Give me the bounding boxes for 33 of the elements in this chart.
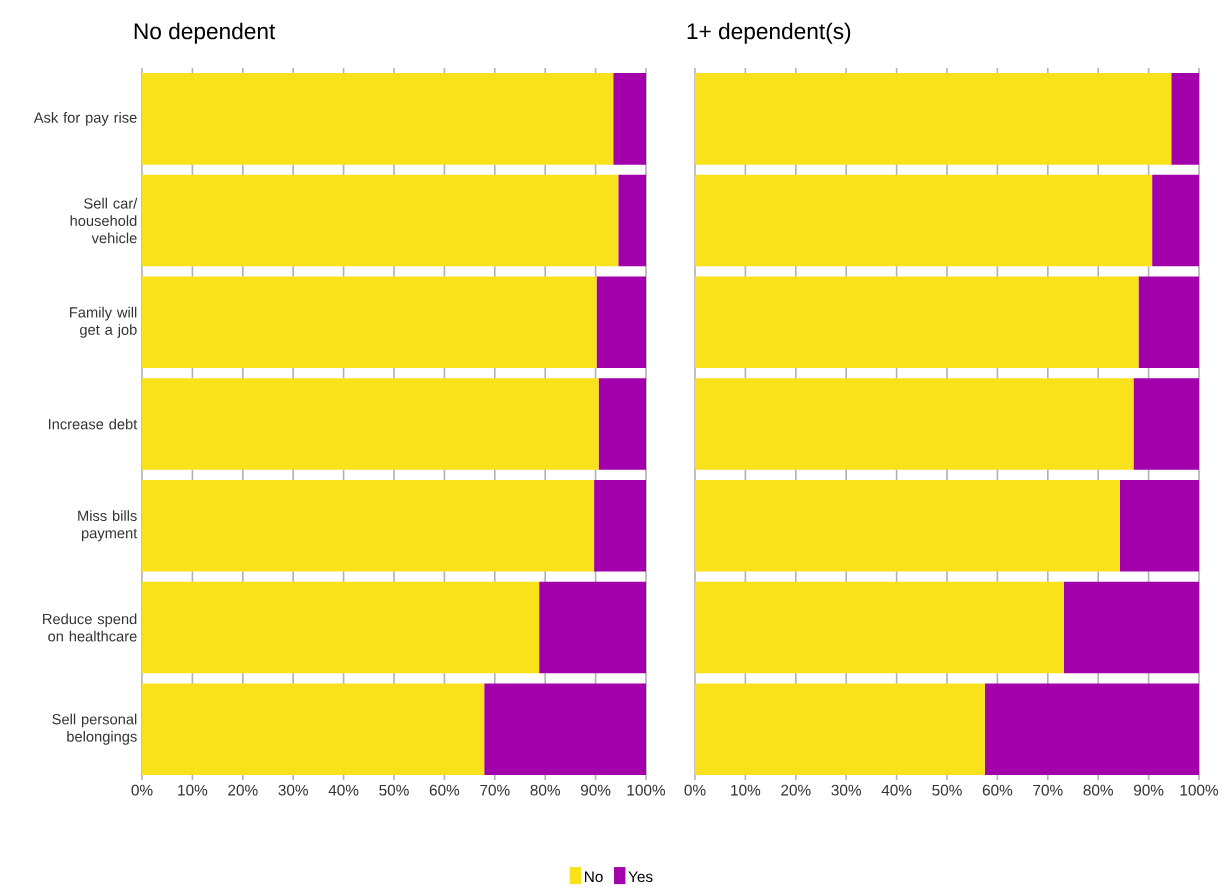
x-tick-label: 80% xyxy=(530,784,560,796)
x-tick-label: 30% xyxy=(278,784,308,796)
x-tick-label: 70% xyxy=(480,784,510,796)
x-tick-label: 30% xyxy=(831,784,861,796)
y-tick-label: Miss bills payment xyxy=(78,510,138,542)
chart-title: No dependent xyxy=(134,22,276,44)
y-tick-label: Sell car/ household vehicle xyxy=(70,197,138,244)
y-tick-label: Reduce spend on healthcare xyxy=(43,613,137,642)
y-tick-label: Increase debt xyxy=(48,418,138,430)
x-tick-label: 20% xyxy=(781,784,811,796)
x-tick-label: 90% xyxy=(580,784,611,796)
y-tick-label: Ask for pay rise xyxy=(33,112,137,126)
x-tick-label: 40% xyxy=(881,784,912,796)
x-tick-label: 60% xyxy=(982,784,1013,796)
legend-label: No xyxy=(585,871,603,883)
x-tick-label: 100% xyxy=(1180,784,1219,796)
x-tick-label: 10% xyxy=(731,784,761,796)
x-tick-label: 50% xyxy=(932,784,962,796)
x-tick-label: 50% xyxy=(379,784,409,796)
x-tick-label: 100% xyxy=(627,784,666,796)
x-tick-label: 0% xyxy=(684,784,706,796)
y-tick-label: Family will get a job xyxy=(70,306,137,338)
x-tick-label: 0% xyxy=(131,784,153,796)
x-tick-label: 60% xyxy=(429,784,460,796)
x-tick-label: 40% xyxy=(328,784,359,796)
x-tick-label: 10% xyxy=(178,784,208,796)
x-tick-label: 70% xyxy=(1033,784,1063,796)
x-tick-label: 80% xyxy=(1083,784,1113,796)
x-tick-label: 90% xyxy=(1133,784,1164,796)
legend-label: Yes xyxy=(628,871,653,883)
y-tick-label: Sell personal belongings xyxy=(52,713,137,745)
x-tick-label: 20% xyxy=(228,784,258,796)
chart-title: 1+ dependent(s) xyxy=(687,22,851,44)
